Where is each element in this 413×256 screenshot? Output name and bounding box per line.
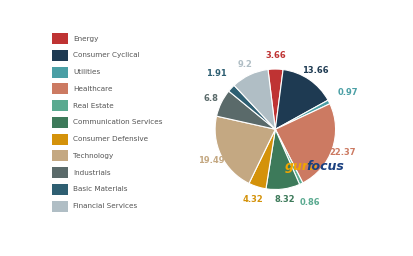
Text: focus: focus <box>306 160 344 173</box>
FancyBboxPatch shape <box>52 117 68 128</box>
FancyBboxPatch shape <box>52 184 68 195</box>
Text: Energy: Energy <box>73 36 98 42</box>
Text: 0.97: 0.97 <box>337 88 358 97</box>
FancyBboxPatch shape <box>52 33 68 44</box>
Text: 3.66: 3.66 <box>265 51 286 60</box>
Text: 0.86: 0.86 <box>300 198 320 207</box>
Text: Consumer Defensive: Consumer Defensive <box>73 136 148 142</box>
Text: Consumer Cyclical: Consumer Cyclical <box>73 52 140 58</box>
Text: 4.32: 4.32 <box>243 195 263 204</box>
Text: Healthcare: Healthcare <box>73 86 112 92</box>
Wedge shape <box>249 129 275 189</box>
Text: Technology: Technology <box>73 153 113 159</box>
Text: 6.8: 6.8 <box>204 94 219 103</box>
Text: 9.2: 9.2 <box>238 60 253 69</box>
Wedge shape <box>275 104 335 183</box>
Wedge shape <box>275 100 330 129</box>
Text: 8.32: 8.32 <box>274 195 295 204</box>
Text: 19.49: 19.49 <box>198 156 225 165</box>
Text: Communication Services: Communication Services <box>73 119 162 125</box>
FancyBboxPatch shape <box>52 50 68 61</box>
FancyBboxPatch shape <box>52 100 68 111</box>
Wedge shape <box>268 69 283 129</box>
Wedge shape <box>216 91 275 129</box>
Text: Industrials: Industrials <box>73 170 111 176</box>
Text: Financial Services: Financial Services <box>73 203 137 209</box>
Text: guru: guru <box>285 160 317 173</box>
Wedge shape <box>215 116 275 184</box>
FancyBboxPatch shape <box>52 83 68 94</box>
Text: Basic Materials: Basic Materials <box>73 186 128 193</box>
Wedge shape <box>266 129 299 189</box>
Wedge shape <box>275 70 328 129</box>
Wedge shape <box>275 129 303 184</box>
FancyBboxPatch shape <box>52 167 68 178</box>
Text: 22.37: 22.37 <box>329 148 356 157</box>
FancyBboxPatch shape <box>52 151 68 161</box>
Text: 13.66: 13.66 <box>302 66 329 75</box>
FancyBboxPatch shape <box>52 134 68 145</box>
FancyBboxPatch shape <box>52 201 68 211</box>
Text: 1.91: 1.91 <box>206 69 226 78</box>
Wedge shape <box>234 69 275 129</box>
Text: Real Estate: Real Estate <box>73 103 114 109</box>
Text: Utilities: Utilities <box>73 69 100 75</box>
Wedge shape <box>229 85 275 129</box>
FancyBboxPatch shape <box>52 67 68 78</box>
